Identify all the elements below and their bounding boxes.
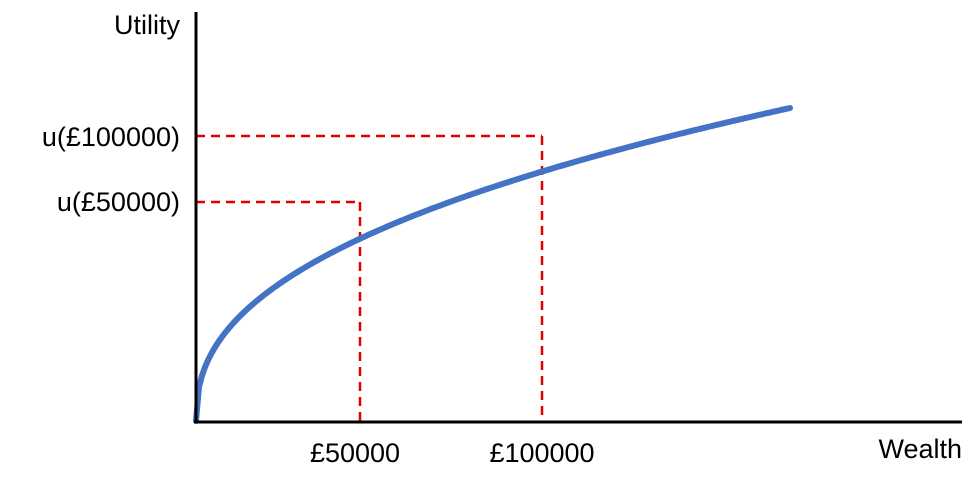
x-tick-label-100000: £100000 <box>489 438 594 468</box>
y-tick-label-u-100000: u(£100000) <box>42 122 180 152</box>
utility-curve <box>193 105 793 424</box>
y-tick-label-u-50000: u(£50000) <box>57 187 180 217</box>
x-tick-label-50000: £50000 <box>310 438 400 468</box>
y-axis-title: Utility <box>114 10 180 40</box>
x-axis-title: Wealth <box>878 434 962 464</box>
